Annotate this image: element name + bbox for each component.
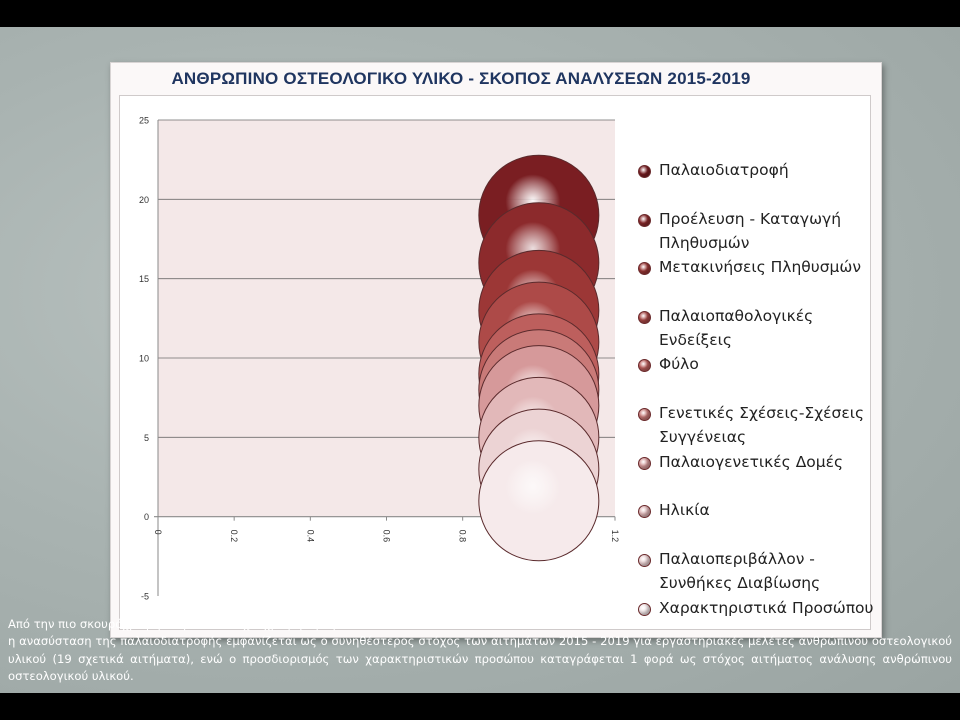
legend-marker-icon xyxy=(638,359,651,372)
legend-item: Προέλευση - Καταγωγή Πληθυσμών xyxy=(638,207,883,255)
legend-item: Παλαιοπαθολογικές Ενδείξεις xyxy=(638,304,883,352)
chart-area: -5051015202500.20.40.60.811.2Παλαιοδιατρ… xyxy=(119,95,874,630)
legend-label: Παλαιοδιατροφή xyxy=(659,161,789,179)
legend-label: Ηλικία xyxy=(659,501,710,519)
legend-label: Παλαιογενετικές Δομές xyxy=(659,453,844,471)
x-tick-label: 0 xyxy=(153,530,163,535)
x-tick-label: 0.8 xyxy=(458,530,468,543)
y-tick-label: 5 xyxy=(144,433,149,443)
legend-label: Φύλο xyxy=(659,355,699,373)
legend-label: Γενετικές Σχέσεις-Σχέσεις Συγγένειας xyxy=(659,404,865,446)
legend-marker-icon xyxy=(638,457,651,470)
chart-frame: ΑΝΘΡΩΠΙΝΟ ΟΣΤΕΟΛΟΓΙΚΟ ΥΛΙΚΟ - ΣΚΟΠΟΣ ΑΝΑ… xyxy=(110,62,882,638)
legend-marker-icon xyxy=(638,311,651,324)
legend-marker-icon xyxy=(638,505,651,518)
caption-line-2: η ανασύσταση της παλαιοδιατροφής εμφανίζ… xyxy=(8,634,952,683)
y-tick-label: -5 xyxy=(141,592,149,602)
legend-marker-icon xyxy=(638,214,651,227)
x-tick-label: 0.2 xyxy=(229,530,239,543)
legend-item: Μετακινήσεις Πληθυσμών xyxy=(638,255,883,279)
legend-marker-icon xyxy=(638,554,651,567)
legend-marker-icon xyxy=(638,165,651,178)
legend-item: Ηλικία xyxy=(638,498,883,522)
legend-marker-icon xyxy=(638,262,651,275)
chart-title: ΑΝΘΡΩΠΙΝΟ ΟΣΤΕΟΛΟΓΙΚΟ ΥΛΙΚΟ - ΣΚΟΠΟΣ ΑΝΑ… xyxy=(171,69,751,88)
legend-item: Παλαιοδιατροφή xyxy=(638,158,883,182)
x-tick-label: 0.6 xyxy=(382,530,392,543)
legend-item: Γενετικές Σχέσεις-Σχέσεις Συγγένειας xyxy=(638,401,883,449)
legend-label: Προέλευση - Καταγωγή Πληθυσμών xyxy=(659,210,842,252)
bubble-10: Χαρακτηριστικά Προσώπου xyxy=(478,440,600,562)
slide-background: ΑΝΘΡΩΠΙΝΟ ΟΣΤΕΟΛΟΓΙΚΟ ΥΛΙΚΟ - ΣΚΟΠΟΣ ΑΝΑ… xyxy=(0,27,960,693)
bubble-plot: -5051015202500.20.40.60.811.2Παλαιοδιατρ… xyxy=(139,116,620,602)
y-tick-label: 0 xyxy=(144,512,149,522)
legend-marker-icon xyxy=(638,603,651,616)
legend-label: Χαρακτηριστικά Προσώπου xyxy=(659,599,874,617)
caption: Από την πιο σκουρόχρωμη στην πιο ανοιχτό… xyxy=(8,616,952,685)
y-tick-label: 15 xyxy=(139,274,149,284)
legend-item: Φύλο xyxy=(638,352,883,376)
legend-label: Μετακινήσεις Πληθυσμών xyxy=(659,258,862,276)
x-tick-label: 1.2 xyxy=(610,530,620,543)
y-tick-label: 10 xyxy=(139,354,149,364)
legend-label: Παλαιοπεριβάλλον - Συνθήκες Διαβίωσης xyxy=(659,550,821,592)
y-tick-label: 25 xyxy=(139,116,149,126)
legend-label: Παλαιοπαθολογικές Ενδείξεις xyxy=(659,307,814,349)
legend-item: Χαρακτηριστικά Προσώπου xyxy=(638,596,883,620)
legend-marker-icon xyxy=(638,408,651,421)
legend-item: Παλαιογενετικές Δομές xyxy=(638,450,883,474)
x-tick-label: 0.4 xyxy=(305,530,315,543)
legend-item: Παλαιοπεριβάλλον - Συνθήκες Διαβίωσης xyxy=(638,547,883,595)
caption-line-1: Από την πιο σκουρόχρωμη στην πιο ανοιχτό… xyxy=(8,617,352,631)
y-tick-label: 20 xyxy=(139,195,149,205)
